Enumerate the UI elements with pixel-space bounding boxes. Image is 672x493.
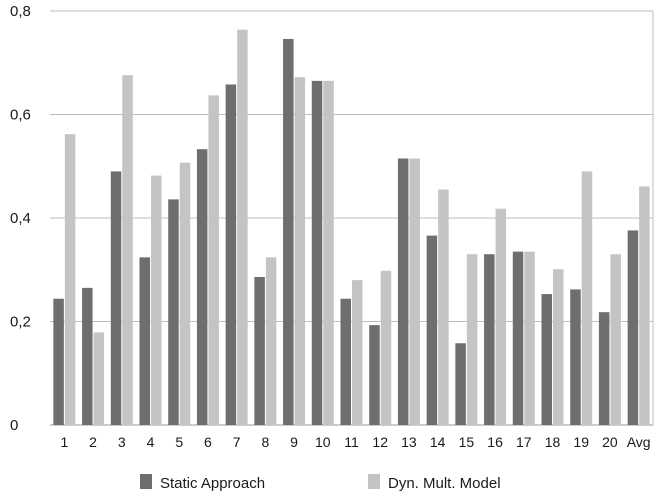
x-tick-label: 19 — [573, 434, 589, 450]
x-tick-label: 18 — [545, 434, 561, 450]
legend-label: Dyn. Mult. Model — [388, 475, 501, 492]
legend-swatch-dyn-mult-model — [368, 474, 380, 489]
bar-static-approach-20 — [598, 312, 610, 425]
bar-static-approach-8 — [254, 276, 265, 425]
bar-dyn-mult-model-20 — [610, 254, 621, 425]
bar-static-approach-12 — [369, 325, 380, 425]
x-tick-label: 9 — [290, 434, 298, 450]
bar-static-approach-6 — [196, 149, 208, 426]
x-tick-label: 5 — [175, 434, 183, 450]
bar-dyn-mult-model-12 — [380, 270, 392, 425]
x-tick-label: 6 — [204, 434, 212, 450]
x-tick-label: Avg — [627, 434, 651, 450]
x-tick-label: 16 — [487, 434, 503, 450]
bar-static-approach-10 — [311, 80, 323, 426]
bar-dyn-mult-model-13 — [409, 158, 420, 426]
y-tick-label: 0,6 — [10, 107, 31, 124]
x-tick-label: 8 — [261, 434, 269, 450]
x-tick-label: 10 — [315, 434, 331, 450]
bar-dyn-mult-model-15 — [466, 254, 478, 425]
bar-static-approach-7 — [225, 84, 237, 426]
bar-static-approach-13 — [397, 158, 409, 426]
x-tick-label: 11 — [344, 434, 359, 450]
grid-lines — [50, 10, 654, 426]
bar-dyn-mult-model-10 — [323, 80, 334, 426]
bar-dyn-mult-model-Avg — [639, 186, 650, 425]
bar-dyn-mult-model-1 — [64, 134, 76, 426]
x-tick-label: 17 — [516, 434, 532, 450]
x-tick-label: 12 — [372, 434, 388, 450]
bar-static-approach-15 — [455, 343, 466, 425]
bar-static-approach-4 — [139, 257, 150, 425]
bar-dyn-mult-model-2 — [93, 332, 105, 425]
bar-static-approach-3 — [110, 171, 122, 425]
bar-dyn-mult-model-14 — [438, 189, 449, 425]
x-tick-label: 13 — [401, 434, 417, 450]
x-tick-label: 20 — [602, 434, 618, 450]
bar-dyn-mult-model-4 — [151, 175, 162, 425]
x-tick-label: 1 — [60, 434, 68, 450]
y-tick-label: 0,2 — [10, 314, 31, 331]
bar-static-approach-5 — [168, 199, 179, 425]
bar-static-approach-2 — [82, 287, 93, 425]
bar-dyn-mult-model-8 — [265, 257, 277, 425]
bar-dyn-mult-model-18 — [553, 269, 564, 425]
x-tick-label: 15 — [459, 434, 475, 450]
x-tick-label: 14 — [430, 434, 446, 450]
x-tick-label: 3 — [118, 434, 126, 450]
y-tick-label: 0,8 — [10, 3, 31, 20]
y-tick-label: 0,4 — [10, 210, 31, 227]
y-axis-ticks: 0 0,2 0,4 0,6 0,8 — [10, 3, 31, 434]
bar-dyn-mult-model-16 — [495, 208, 507, 425]
bar-dyn-mult-model-6 — [208, 95, 219, 425]
bar-dyn-mult-model-17 — [524, 251, 535, 425]
legend: Static Approach Dyn. Mult. Model — [140, 474, 501, 492]
bar-static-approach-1 — [53, 298, 64, 425]
bar-static-approach-18 — [541, 294, 552, 425]
bar-static-approach-14 — [426, 235, 438, 425]
legend-swatch-static-approach — [140, 474, 152, 489]
bar-static-approach-17 — [512, 251, 524, 425]
bar-dyn-mult-model-3 — [122, 75, 133, 426]
x-tick-label: 7 — [233, 434, 241, 450]
legend-label: Static Approach — [160, 475, 265, 492]
bar-dyn-mult-model-5 — [179, 162, 191, 425]
y-tick-label: 0 — [10, 417, 18, 434]
x-tick-label: 2 — [89, 434, 97, 450]
x-axis-ticks: 1 2 3 4 5 6 7 8 9 10 11 12 13 14 15 16 17 18 19 20 Avg — [60, 434, 650, 450]
bar-dyn-mult-model-7 — [237, 29, 248, 425]
bar-dyn-mult-model-9 — [294, 77, 306, 426]
bar-static-approach-Avg — [627, 230, 639, 425]
bar-static-approach-19 — [570, 289, 581, 425]
x-tick-label: 4 — [147, 434, 155, 450]
bar-dyn-mult-model-11 — [352, 280, 363, 425]
bar-static-approach-11 — [340, 298, 351, 425]
bar-static-approach-16 — [484, 254, 495, 425]
bar-dyn-mult-model-19 — [581, 171, 593, 425]
bars — [53, 29, 650, 426]
bar-static-approach-9 — [283, 38, 294, 425]
